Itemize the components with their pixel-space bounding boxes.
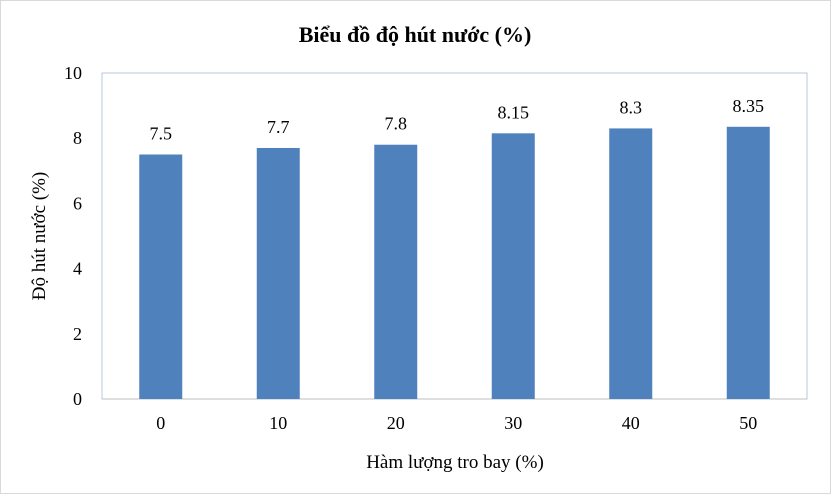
bar [256, 147, 300, 399]
x-axis-ticks: 0 10 20 30 40 50 [156, 413, 757, 433]
data-label: 8.3 [620, 97, 643, 117]
y-tick-label: 8 [73, 128, 82, 148]
x-tick-label: 0 [156, 413, 165, 433]
bars-group [139, 126, 770, 400]
chart-title: Biểu đồ độ hút nước (%) [299, 22, 532, 47]
data-label: 7.8 [385, 114, 408, 134]
bar [726, 126, 770, 399]
data-label: 8.35 [733, 96, 765, 116]
bar [609, 128, 653, 400]
plot-area [101, 72, 808, 400]
y-axis-ticks: 0 2 4 6 8 10 [64, 63, 82, 409]
x-tick-label: 30 [504, 413, 522, 433]
data-label: 8.15 [498, 102, 530, 122]
x-tick-label: 40 [622, 413, 640, 433]
y-tick-label: 4 [73, 259, 82, 279]
bar [139, 154, 183, 399]
x-axis-label: Hàm lượng tro bay (%) [366, 452, 544, 473]
y-tick-label: 0 [73, 389, 82, 409]
x-tick-label: 10 [269, 413, 287, 433]
y-tick-label: 6 [73, 193, 82, 213]
data-label: 7.7 [267, 117, 290, 137]
y-tick-label: 10 [64, 63, 82, 83]
y-tick-label: 2 [73, 324, 82, 344]
data-label: 7.5 [150, 124, 173, 144]
x-tick-label: 20 [387, 413, 405, 433]
data-labels-group: 7.5 7.7 7.8 8.15 8.3 8.35 [150, 96, 765, 144]
bar [491, 133, 535, 399]
x-tick-label: 50 [739, 413, 757, 433]
y-axis-label: Độ hút nước (%) [29, 172, 50, 301]
bar [374, 144, 418, 399]
